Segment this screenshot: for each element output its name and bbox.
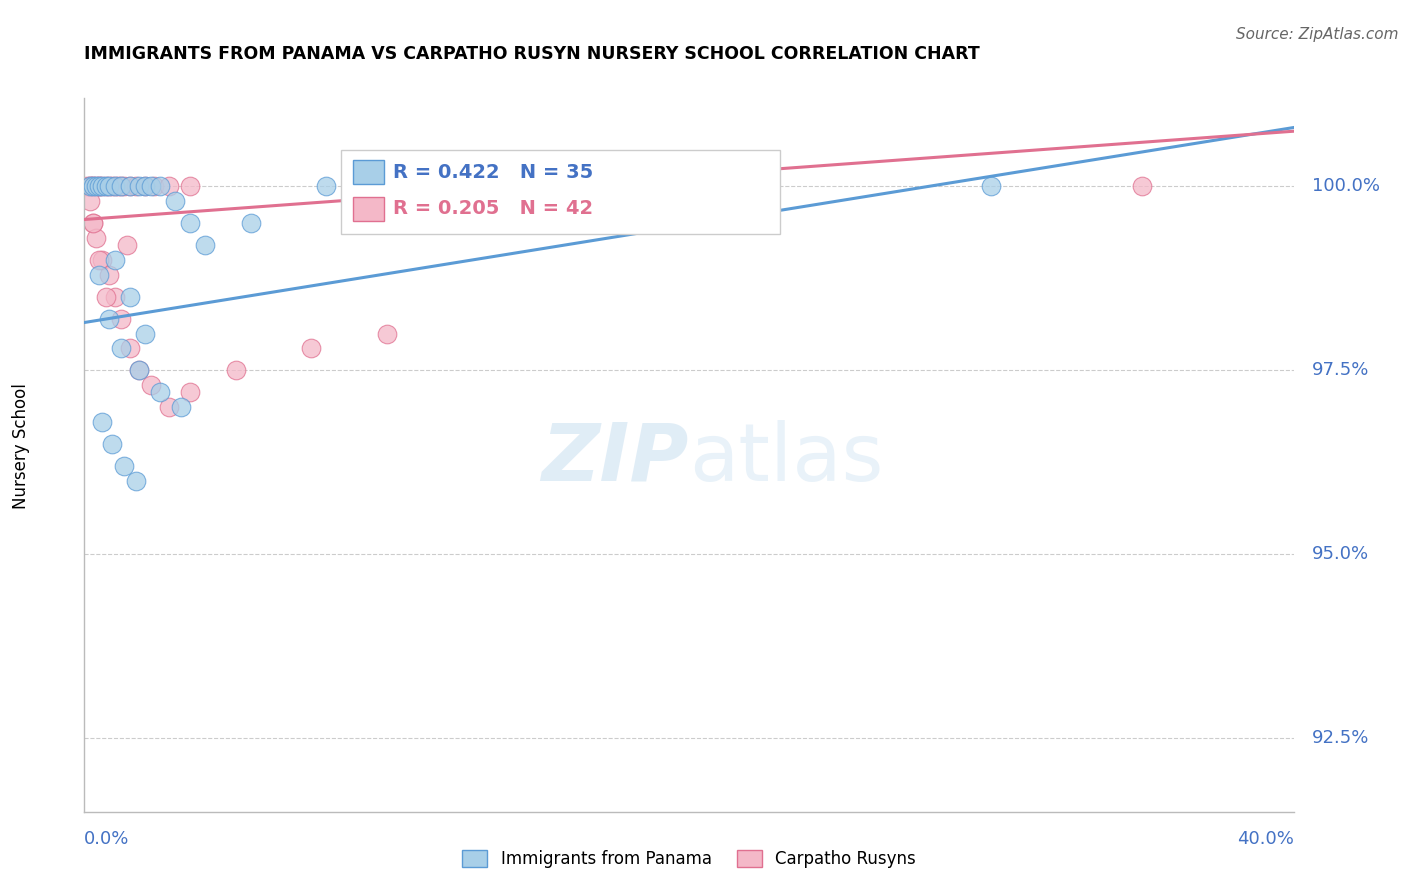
Point [139, 378, 162, 392]
Point [128, 363, 150, 377]
Point [110, 179, 132, 194]
Point [134, 179, 156, 194]
Point [194, 238, 217, 252]
Point [86, 231, 108, 245]
FancyBboxPatch shape [353, 197, 384, 221]
Point [179, 216, 201, 230]
Text: atlas: atlas [689, 419, 883, 498]
Point [512, 179, 534, 194]
Point [97, 268, 120, 282]
Point [299, 341, 322, 355]
Point [139, 179, 162, 194]
Point [100, 437, 122, 451]
Point [104, 290, 127, 304]
Point [134, 179, 156, 194]
Point [86, 179, 108, 194]
Point [678, 179, 700, 194]
Point [82, 179, 104, 194]
Point [112, 458, 135, 473]
FancyBboxPatch shape [353, 160, 384, 184]
Point [89, 252, 111, 267]
Point [82, 179, 104, 194]
Text: Source: ZipAtlas.com: Source: ZipAtlas.com [1236, 27, 1399, 42]
Text: Nursery School: Nursery School [13, 383, 30, 509]
Point [128, 179, 150, 194]
Point [94, 290, 117, 304]
Point [239, 216, 262, 230]
Point [115, 238, 138, 252]
Point [149, 179, 172, 194]
Point [86, 179, 108, 194]
Point [118, 179, 141, 194]
Point [91, 252, 114, 267]
Point [118, 290, 141, 304]
Point [179, 179, 201, 194]
Point [125, 179, 148, 194]
Point [157, 400, 180, 414]
Point [79, 194, 101, 208]
Point [76, 179, 98, 194]
Point [170, 400, 193, 414]
Point [82, 216, 104, 230]
Point [89, 268, 111, 282]
Point [97, 311, 120, 326]
Point [110, 341, 132, 355]
Point [97, 179, 120, 194]
Point [104, 252, 127, 267]
Text: 0.0%: 0.0% [84, 830, 129, 848]
Text: ZIP: ZIP [541, 419, 689, 498]
Point [89, 179, 111, 194]
Point [94, 179, 117, 194]
Point [110, 311, 132, 326]
Point [82, 179, 104, 194]
Point [107, 179, 129, 194]
Point [89, 179, 111, 194]
Point [104, 179, 127, 194]
Point [179, 385, 201, 400]
Point [157, 179, 180, 194]
Text: 40.0%: 40.0% [1237, 830, 1294, 848]
Point [375, 326, 398, 341]
Point [97, 179, 120, 194]
Point [91, 179, 114, 194]
Point [91, 415, 114, 429]
Point [82, 216, 104, 230]
Point [94, 179, 117, 194]
Point [110, 179, 132, 194]
Point [980, 179, 1002, 194]
Point [89, 179, 111, 194]
Point [125, 474, 148, 488]
Point [79, 179, 101, 194]
Point [79, 179, 101, 194]
Point [134, 326, 156, 341]
Text: 95.0%: 95.0% [1312, 545, 1369, 563]
Point [100, 179, 122, 194]
Point [79, 179, 101, 194]
Point [112, 179, 135, 194]
Point [91, 179, 114, 194]
Point [315, 179, 337, 194]
Point [128, 363, 150, 377]
Text: 92.5%: 92.5% [1312, 729, 1369, 747]
Text: 100.0%: 100.0% [1312, 178, 1379, 195]
Point [165, 194, 187, 208]
FancyBboxPatch shape [342, 150, 780, 235]
Point [149, 385, 172, 400]
Text: IMMIGRANTS FROM PANAMA VS CARPATHO RUSYN NURSERY SCHOOL CORRELATION CHART: IMMIGRANTS FROM PANAMA VS CARPATHO RUSYN… [84, 45, 980, 62]
Point [118, 179, 141, 194]
Point [1130, 179, 1153, 194]
Legend: Immigrants from Panama, Carpatho Rusyns: Immigrants from Panama, Carpatho Rusyns [456, 843, 922, 875]
Text: 97.5%: 97.5% [1312, 361, 1369, 379]
Point [104, 179, 127, 194]
Point [142, 179, 165, 194]
Point [118, 341, 141, 355]
Point [225, 363, 247, 377]
Text: R = 0.422   N = 35: R = 0.422 N = 35 [392, 163, 593, 182]
Text: R = 0.205   N = 42: R = 0.205 N = 42 [392, 199, 593, 218]
